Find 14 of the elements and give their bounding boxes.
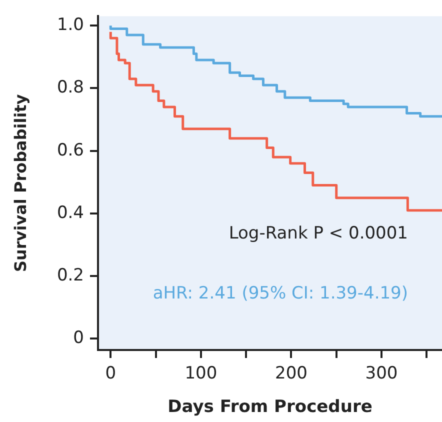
x-tick-label: 0 [105, 364, 116, 384]
y-tick-label: 0 [73, 328, 84, 348]
x-axis-title: Days From Procedure [168, 397, 372, 418]
x-tick-label: 300 [365, 364, 398, 384]
annotation: aHR: 2.41 (95% CI: 1.39-4.19) [152, 284, 408, 304]
y-tick-label: 0.2 [56, 266, 84, 286]
y-tick-label: 1.0 [56, 15, 84, 36]
x-tick-label: 100 [184, 364, 218, 384]
y-tick-label: 0.8 [56, 78, 84, 98]
x-tick-label: 200 [274, 364, 308, 384]
y-tick-label: 0.4 [56, 202, 84, 223]
y-tick-label: 0.6 [56, 140, 84, 160]
annotation: Log-Rank P < 0.0001 [228, 223, 408, 244]
y-axis-title: Survival Probability [10, 94, 30, 272]
